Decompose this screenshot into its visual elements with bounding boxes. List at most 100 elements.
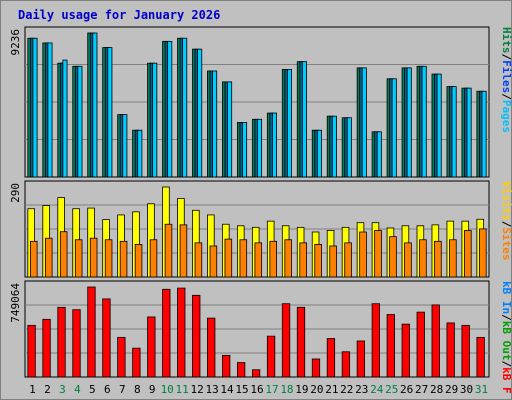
day-label: 4 [74, 383, 81, 396]
bar-kb-f [147, 316, 156, 378]
panel-kb: 749064 kB In/kB Out/kB F [9, 280, 512, 394]
bar-sites [239, 239, 248, 278]
bar-sites [179, 224, 188, 278]
legend-visits-sites: Visits/Sites [500, 181, 512, 261]
bar-pages [167, 40, 173, 178]
bar-sites [374, 230, 382, 278]
bar-pages [436, 73, 442, 178]
bar-kb-f [87, 286, 96, 378]
day-label: 9 [149, 383, 156, 396]
bar-sites [389, 236, 397, 278]
bar-sites [164, 223, 173, 278]
bar-sites [224, 238, 233, 278]
bar-kb-f [371, 303, 380, 378]
y-max-label: 749064 [9, 283, 22, 323]
bar-pages [466, 87, 472, 178]
bar-sites [404, 242, 412, 278]
day-label: 31 [475, 383, 488, 396]
bar-kb-f [162, 288, 171, 378]
panel-visits-sites: 290 Visits/Sites [9, 180, 512, 278]
bar-sites [89, 237, 98, 278]
legend-entry: Files [500, 60, 512, 93]
bar-pages [272, 112, 278, 178]
bar-kb-f [207, 317, 216, 378]
day-axis: 1 2 3 4 5 6 7 8 9 10 11 12 13 14 15 16 17 18 19 20 21 22 23 24 2… [29, 383, 488, 396]
legend-separator: / [500, 361, 512, 368]
bar-sites [344, 242, 352, 278]
day-label: 1 [29, 383, 36, 396]
bar-kb-f [386, 314, 395, 378]
day-label: 6 [104, 383, 111, 396]
day-label: 3 [59, 383, 66, 396]
bar-sites [209, 245, 218, 278]
bar-pages [32, 37, 38, 178]
day-label: 7 [119, 383, 126, 396]
bar-sites [434, 240, 442, 278]
legend-text: kB In/kB Out/kB F [500, 281, 512, 394]
series-kb-f [27, 286, 485, 378]
bar-kb-f [296, 306, 306, 378]
legend-entry: Hits [500, 27, 512, 54]
legend-text: Hits/Files/Pages [500, 27, 512, 133]
legend-entry: Visits [500, 181, 512, 221]
y-max-label: 290 [9, 183, 22, 203]
bar-kb-f [117, 336, 126, 378]
bar-sites [419, 239, 427, 278]
bar-pages [406, 67, 412, 178]
bar-sites [299, 242, 307, 278]
day-label: 18 [280, 383, 293, 396]
bar-pages [391, 78, 397, 178]
bar-pages [376, 131, 382, 178]
day-label: 2 [44, 383, 51, 396]
bar-kb-f [72, 309, 81, 378]
legend-separator: / [500, 314, 512, 321]
bar-kb-f [102, 298, 111, 378]
day-label: 12 [191, 383, 204, 396]
bar-sites [134, 244, 143, 278]
bar-pages [182, 37, 188, 178]
legend-separator: / [500, 221, 512, 228]
bar-sites [464, 230, 472, 278]
bar-kb-f [57, 306, 66, 378]
bar-kb-f [222, 354, 231, 378]
bar-sites [314, 244, 322, 278]
bar-kb-f [266, 335, 276, 378]
bar-pages [286, 69, 292, 178]
legend-entry: Sites [500, 227, 512, 260]
bar-sites [59, 231, 68, 278]
chart-title: Daily usage for January 2026 [18, 8, 220, 22]
bar-kb-f [461, 324, 470, 378]
bar-sites [269, 240, 278, 278]
day-label: 26 [400, 383, 413, 396]
day-label: 10 [161, 383, 174, 396]
day-label: 29 [445, 383, 458, 396]
bar-pages [242, 122, 248, 178]
legend-text: Visits/Sites [500, 181, 512, 261]
series-pages [32, 32, 487, 178]
day-label: 21 [325, 383, 338, 396]
bar-pages [92, 32, 98, 178]
bar-pages [481, 90, 487, 178]
legend-entry: kB Out [500, 321, 512, 361]
bar-kb-f [431, 304, 440, 378]
day-label: 30 [460, 383, 473, 396]
bar-kb-f [132, 347, 141, 378]
bar-sites [449, 239, 457, 278]
day-label: 11 [176, 383, 189, 396]
bar-pages [137, 129, 143, 178]
legend-kb: kB In/kB Out/kB F [500, 281, 512, 394]
bar-kb-f [236, 362, 246, 378]
bar-sites [29, 240, 38, 278]
day-label: 27 [415, 383, 428, 396]
bar-sites [104, 239, 113, 278]
legend-separator: / [500, 54, 512, 61]
bar-sites [119, 240, 128, 278]
bar-kb-f [356, 340, 366, 378]
day-label: 15 [235, 383, 248, 396]
legend-separator: / [500, 93, 512, 100]
bar-kb-f [311, 358, 321, 378]
bar-sites [194, 242, 203, 278]
panel-hits-files-pages: 9236 Hits/Files/Pages [9, 26, 512, 178]
bar-kb-f [326, 338, 336, 378]
